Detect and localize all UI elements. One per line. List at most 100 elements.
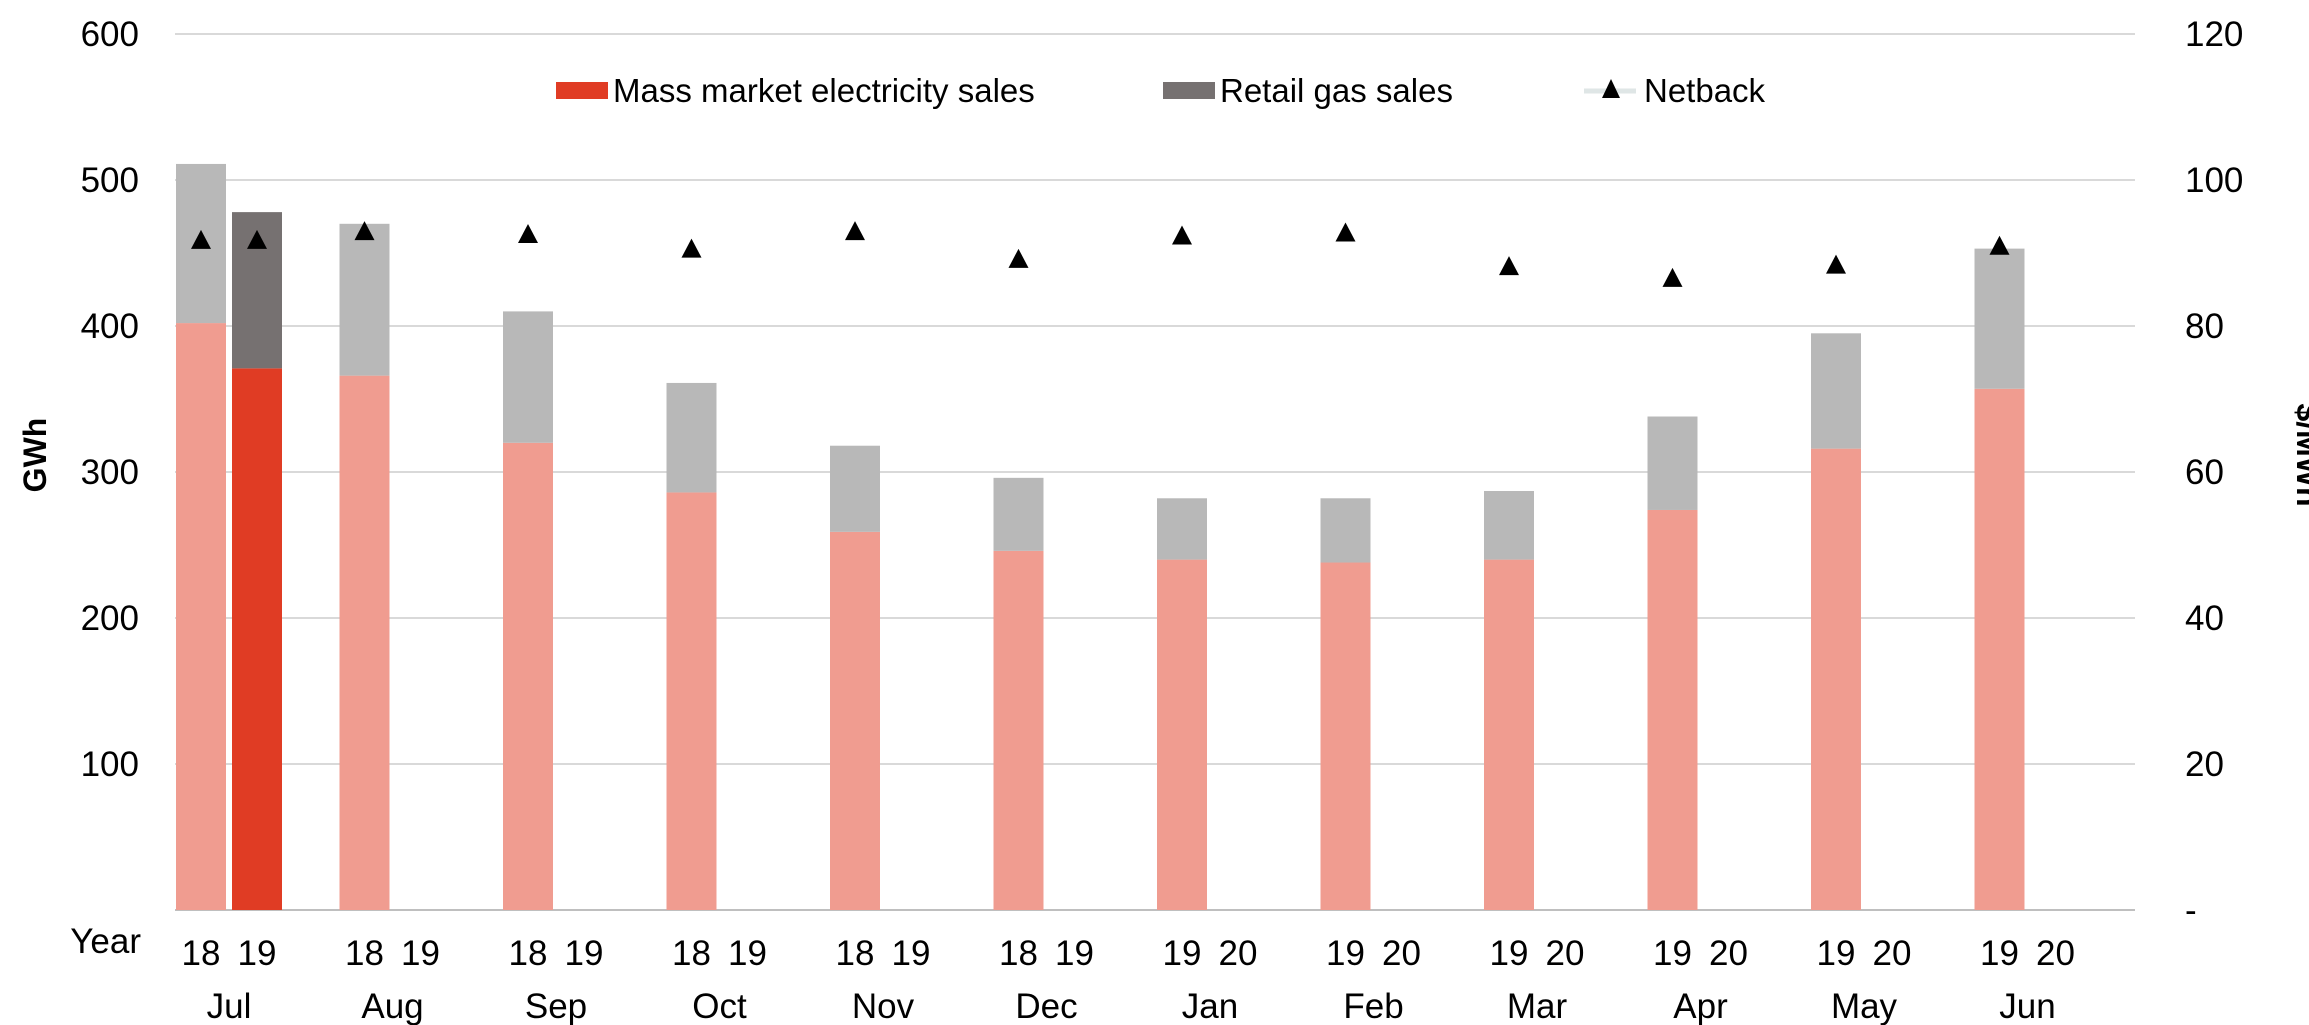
x-year-label: 19 [1980,934,2019,973]
x-year-label: 19 [565,934,604,973]
x-axis-year-label: Year [70,922,141,961]
bar-gas [503,311,553,443]
netback-marker [1826,254,1846,274]
legend-label-netback: Netback [1644,72,1766,109]
y-tick-label: 600 [81,15,139,54]
netback-marker [1335,222,1356,242]
bar-electricity [176,323,226,911]
x-year-label: 20 [1873,934,1912,973]
legend: Mass market electricity sales Retail gas… [556,72,1766,109]
legend-label-gas: Retail gas sales [1220,72,1453,109]
netback-marker [1662,267,1683,287]
y2-axis-label: $/MWh [2290,403,2309,506]
x-year-label: 18 [999,934,1038,973]
legend-swatch-gas [1163,82,1215,99]
y-tick-label: 400 [81,307,139,346]
x-year-label: 18 [345,934,384,973]
y2-tick-label: - [2185,891,2197,930]
y2-tick-label: 80 [2185,307,2224,346]
x-month-label: Dec [1015,987,1077,1025]
netback-markers [191,221,2010,287]
x-year-label: 18 [509,934,548,973]
x-month-label: Nov [852,987,915,1025]
bar-gas [339,223,390,376]
x-year-label: 19 [1490,934,1529,973]
x-month-label: Mar [1507,987,1568,1025]
bar-gas [1974,248,2025,389]
bar-electricity [1811,448,1861,910]
y2-tick-label: 20 [2185,745,2224,784]
bar-electricity [1157,559,1207,910]
netback-marker [845,221,865,241]
bar-gas [666,382,717,493]
x-year-label: 18 [182,934,221,973]
axes: - 100 20 200 40 300 60 400 80 500 100 600 120 18 19 Jul… [81,15,2244,1025]
x-month-label: Jan [1182,987,1238,1025]
bar-electricity [1320,562,1371,910]
bar-gas [1320,498,1371,563]
x-year-label: 19 [1817,934,1856,973]
netback-marker [191,229,211,249]
bars [176,163,2025,911]
netback-marker [681,238,702,258]
x-year-label: 20 [2036,934,2075,973]
y-tick-label: 300 [81,453,139,492]
x-month-label: May [1831,987,1898,1025]
bar-gas [1484,490,1534,560]
netback-marker [354,221,375,241]
bar-electricity [339,375,390,910]
bar-electricity [1974,388,2025,910]
x-month-label: Jun [1999,987,2055,1025]
bar-gas [993,477,1044,551]
x-year-label: 20 [1546,934,1585,973]
bar-electricity [1647,509,1698,910]
netback-marker [1989,235,2010,255]
legend-label-electricity: Mass market electricity sales [613,72,1035,109]
x-year-label: 19 [1163,934,1202,973]
legend-marker-netback [1602,79,1620,98]
x-year-label: 19 [1653,934,1692,973]
legend-swatch-electricity [556,82,608,99]
bar-electricity [1484,559,1534,910]
x-year-label: 18 [836,934,875,973]
x-year-label: 19 [892,934,931,973]
x-month-label: Sep [525,987,587,1025]
bar-gas [1157,498,1207,560]
x-year-label: 19 [1055,934,1094,973]
y-tick-label: 200 [81,599,139,638]
x-month-label: Feb [1343,987,1403,1025]
x-year-label: 19 [1326,934,1365,973]
bar-electricity [830,531,880,910]
x-year-label: 20 [1382,934,1421,973]
x-month-label: Oct [692,987,747,1025]
bar-electricity [503,442,553,910]
netback-marker [518,224,538,244]
x-month-label: Apr [1673,987,1728,1025]
x-year-label: 19 [238,934,277,973]
y-tick-label: 100 [81,745,139,784]
y-tick-label: 500 [81,161,139,200]
x-month-label: Aug [361,987,423,1025]
bar-electricity [666,492,717,910]
bar-electricity [232,368,282,911]
x-year-label: 19 [401,934,440,973]
y2-tick-label: 40 [2185,599,2224,638]
bar-gas [1647,416,1698,510]
bar-gas [830,445,880,532]
x-year-label: 19 [728,934,767,973]
netback-marker [1172,225,1192,245]
y2-tick-label: 100 [2185,161,2243,200]
y2-tick-label: 60 [2185,453,2224,492]
bar-electricity [993,550,1044,910]
netback-marker [1008,248,1029,268]
netback-marker [1499,256,1519,276]
y2-tick-label: 120 [2185,15,2243,54]
gridlines [175,33,2135,911]
x-month-label: Jul [207,987,252,1025]
x-year-label: 20 [1709,934,1748,973]
y-axis-label: GWh [17,418,53,493]
bar-gas [1811,333,1861,449]
x-year-label: 20 [1219,934,1258,973]
netback-marker [247,229,267,249]
